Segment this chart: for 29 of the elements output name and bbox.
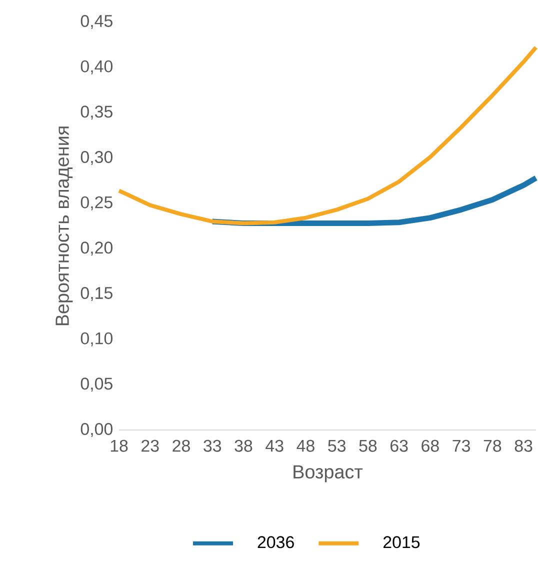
legend-label: 2015 <box>384 536 420 548</box>
y-tick-label: 0,20 <box>80 242 112 256</box>
y-tick-label: 0,00 <box>80 423 112 437</box>
x-tick-label: 68 <box>422 440 439 452</box>
x-tick-label: 38 <box>234 440 252 452</box>
x-tick-label: 33 <box>204 440 222 452</box>
y-tick-label: 0,10 <box>80 332 112 346</box>
y-tick-label: 0,15 <box>80 287 112 301</box>
line-series <box>117 45 538 226</box>
x-axis-title: Возраст <box>294 465 363 482</box>
x-tick-label: 23 <box>142 440 159 452</box>
y-axis-title: Вероятность владения <box>56 126 73 326</box>
y-tick-label: 0,30 <box>80 151 112 165</box>
x-tick-label: 28 <box>172 440 190 452</box>
y-tick-label: 0,05 <box>80 378 112 392</box>
x-tick-label: 53 <box>328 440 346 452</box>
x-tick-label: 73 <box>452 440 470 452</box>
x-tick-label: 83 <box>514 440 532 452</box>
x-tick-label: 43 <box>266 440 284 452</box>
y-tick-label: 0,25 <box>80 196 112 210</box>
y-tick-label: 0,45 <box>80 14 112 29</box>
legend-label: 2036 <box>258 536 294 548</box>
x-tick-label: 48 <box>296 440 314 452</box>
x-tick-label: 18 <box>110 440 128 452</box>
y-tick-label: 0,35 <box>80 106 112 120</box>
y-tick-label: 0,40 <box>80 60 112 74</box>
x-tick-label: 78 <box>484 440 502 452</box>
x-tick-label: 63 <box>390 440 408 452</box>
x-tick-label: 58 <box>359 440 377 452</box>
